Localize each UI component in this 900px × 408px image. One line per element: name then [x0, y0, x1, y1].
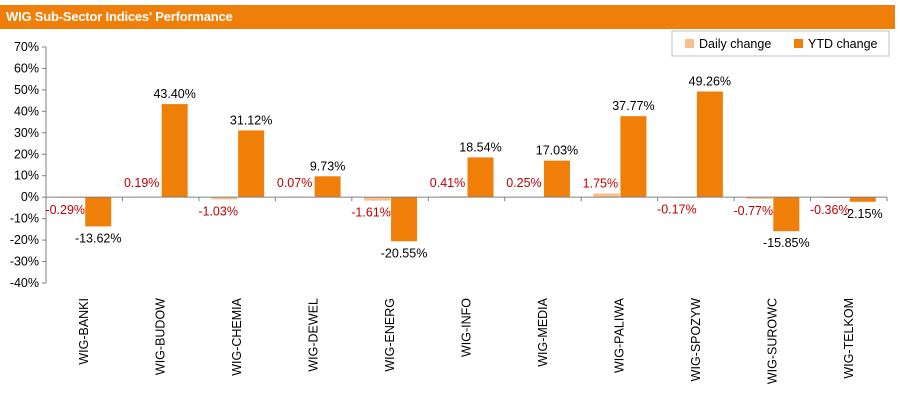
bar-daily-change — [211, 197, 238, 200]
y-tick-label: 50% — [14, 83, 39, 97]
ytd-change-label: -20.55% — [381, 246, 428, 260]
bar-ytd-change — [391, 197, 418, 242]
y-tick-label: -20% — [10, 233, 39, 247]
ytd-change-label: 9.73% — [310, 159, 345, 173]
bar-ytd-change — [85, 197, 112, 227]
category-label: WIG-CHEMIA — [230, 297, 244, 375]
y-axis: 70% 60% 50% 40% 30% 20% 10% 0% -10% -20% -30% -40% — [10, 40, 47, 290]
y-tick-label: -30% — [10, 255, 39, 269]
category-label: WIG-ENERG — [383, 298, 397, 372]
ytd-change-label: 18.54% — [459, 140, 501, 154]
bar-ytd-change — [543, 160, 570, 198]
daily-change-label: -0.36% — [810, 203, 850, 217]
ytd-change-label: 43.40% — [153, 87, 195, 101]
y-tick-label: -40% — [10, 276, 39, 290]
legend-label-ytd: YTD change — [808, 37, 878, 51]
bar-ytd-change — [696, 91, 723, 198]
daily-change-label: 0.41% — [430, 176, 465, 190]
legend-swatch-daily — [685, 39, 694, 48]
y-tick-label: -10% — [10, 212, 39, 226]
legend: Daily change YTD change — [671, 30, 890, 57]
bar-ytd-change — [467, 157, 494, 198]
chart-title: WIG Sub-Sector Indices' Performance — [6, 9, 233, 24]
category-label: WIG-SPOZYW — [689, 298, 703, 382]
category-label: WIG-INFO — [460, 298, 474, 357]
bars — [58, 91, 876, 242]
bar-daily-change — [746, 197, 773, 199]
y-tick-label: 30% — [14, 126, 39, 140]
daily-change-label: 0.25% — [506, 176, 541, 190]
legend-box — [671, 30, 890, 57]
category-label: WIG-MEDIA — [536, 297, 550, 366]
daily-change-label: 0.07% — [277, 176, 312, 190]
category-label: WIG-DEWEL — [307, 298, 321, 372]
bar-ytd-change — [161, 104, 188, 198]
ytd-change-label: 49.26% — [689, 74, 731, 88]
category-label: WIG-BUDOW — [154, 298, 168, 375]
chart-title-bar: WIG Sub-Sector Indices' Performance — [0, 5, 895, 29]
ytd-change-label: 17.03% — [536, 144, 578, 158]
category-label: WIG-TELKOM — [842, 298, 856, 379]
y-tick-label: 70% — [14, 40, 39, 54]
legend-label-daily: Daily change — [699, 37, 771, 51]
ytd-change-label: -13.62% — [75, 231, 122, 245]
y-tick-label: 0% — [21, 190, 39, 204]
daily-change-label: -1.03% — [198, 204, 238, 218]
legend-swatch-ytd — [794, 39, 803, 48]
y-tick-label: 20% — [14, 147, 39, 161]
daily-change-label: 0.19% — [124, 176, 159, 190]
daily-change-label: -1.61% — [351, 206, 391, 220]
ytd-change-label: 31.12% — [230, 113, 272, 127]
category-label: WIG-PALIWA — [612, 297, 626, 373]
category-label: WIG-SUROWC — [765, 298, 779, 384]
bar-ytd-change — [314, 176, 341, 198]
bar-ytd-change — [849, 197, 876, 202]
data-labels: -0.29% -13.62% 0.19% 43.40% -1.03% 31.12% 0.07… — [45, 74, 882, 260]
category-label: WIG-BANKI — [77, 298, 91, 365]
daily-change-label: -0.29% — [45, 203, 85, 217]
daily-change-label: -0.17% — [657, 203, 697, 217]
bar-daily-change — [364, 197, 391, 201]
daily-change-label: -0.77% — [734, 204, 774, 218]
ytd-change-label: 37.77% — [612, 99, 654, 113]
x-axis: WIG-BANKI WIG-BUDOW WIG-CHEMIA WIG-DEWEL WIG… — [46, 196, 888, 384]
ytd-change-label: -15.85% — [763, 236, 810, 250]
daily-change-label: 1.75% — [583, 176, 618, 190]
y-tick-label: 40% — [14, 104, 39, 118]
y-tick-label: 10% — [14, 169, 39, 183]
bar-daily-change — [593, 193, 620, 198]
bar-ytd-change — [620, 116, 647, 198]
y-tick-label: 60% — [14, 61, 39, 75]
bar-ytd-change — [773, 197, 800, 232]
bar-ytd-change — [238, 130, 265, 198]
ytd-change-label: -2.15% — [843, 207, 883, 221]
